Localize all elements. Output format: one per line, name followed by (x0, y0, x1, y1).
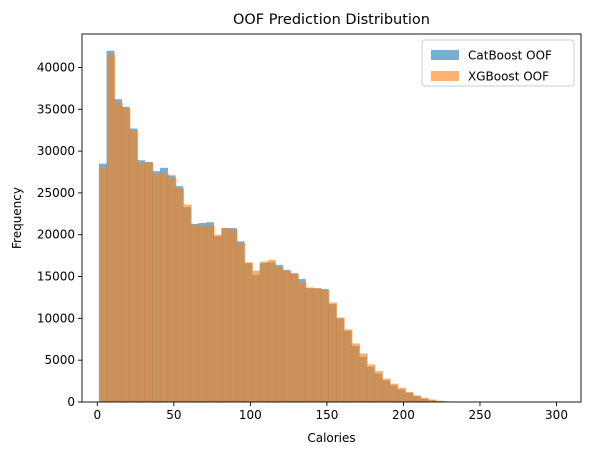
histogram-bar (137, 162, 146, 402)
histogram-bar (183, 204, 192, 402)
histogram-bar (421, 397, 429, 402)
histogram-bar (283, 270, 292, 402)
histogram-bar (336, 317, 345, 402)
x-tick-label: 250 (469, 408, 492, 422)
histogram-bar (298, 282, 307, 402)
histogram-bar (107, 54, 116, 402)
y-axis-title: Frequency (10, 187, 24, 249)
histogram-bar (352, 343, 361, 402)
histogram-bar (367, 364, 376, 402)
histogram-bar (153, 173, 162, 402)
legend-label: XGBoost OOF (468, 70, 549, 84)
histogram-bar (99, 167, 108, 402)
x-tick-label: 100 (239, 408, 262, 422)
histogram-bar (321, 289, 330, 402)
plot-frame (81, 33, 582, 403)
y-tick-label: 10000 (37, 311, 75, 325)
series-1-bars (99, 54, 483, 402)
legend-box (421, 39, 575, 87)
histogram-bar (130, 130, 139, 402)
histogram-bar (214, 234, 223, 402)
histogram-bar (436, 400, 445, 402)
histogram-bar (398, 387, 407, 402)
histogram-bar (199, 225, 208, 402)
histogram-bar (290, 274, 299, 402)
histogram-bar (382, 378, 391, 402)
histogram-bar (267, 259, 276, 402)
legend-swatch (431, 71, 459, 81)
histogram-bar (114, 102, 123, 402)
histogram-bar (237, 243, 246, 402)
histogram-bar (428, 399, 437, 402)
x-tick-label: 200 (392, 408, 415, 422)
histogram-bar (344, 329, 353, 402)
histogram-bar (252, 270, 261, 402)
x-tick-label: 0 (93, 408, 101, 422)
axes-layer: 0 50 100 150 200 250 300 0 5000 10000 15000 20000 25… (37, 33, 582, 422)
y-tick-label: 30000 (37, 144, 75, 158)
bars-layer (98, 50, 483, 403)
x-tick-label: 300 (545, 408, 568, 422)
histogram-bar (329, 302, 338, 402)
histogram-bar (222, 228, 231, 402)
y-tick-label: 0 (67, 395, 75, 409)
legend-swatch (431, 50, 459, 60)
histogram-bar (275, 266, 284, 402)
chart-title: OOF Prediction Distribution (233, 12, 430, 28)
histogram-bar (245, 262, 253, 402)
histogram-bar (122, 108, 131, 402)
histogram-bar (206, 225, 215, 402)
histogram-bar (160, 173, 169, 402)
legend: CatBoost OOF XGBoost OOF (421, 39, 575, 87)
legend-label: CatBoost OOF (468, 49, 552, 63)
x-axis-title: Calories (307, 431, 355, 445)
histogram-bar (168, 177, 177, 402)
histogram-bar (405, 391, 414, 402)
histogram-bar (145, 162, 154, 402)
histogram-bar (306, 287, 315, 402)
histogram-bar (229, 229, 238, 402)
y-tick-label: 35000 (37, 102, 75, 116)
y-tick-label: 25000 (37, 186, 75, 200)
histogram-bar (390, 383, 399, 402)
x-tick-label: 50 (166, 408, 181, 422)
y-tick-label: 15000 (37, 270, 75, 284)
histogram-bar (191, 224, 200, 402)
y-tick-label: 40000 (37, 60, 75, 74)
histogram-bar (176, 188, 185, 402)
histogram-bar (313, 288, 322, 402)
y-tick-label: 20000 (37, 228, 75, 242)
x-tick-label: 150 (315, 408, 338, 422)
y-tick-label: 5000 (44, 353, 75, 367)
histogram-bar (359, 353, 368, 402)
histogram-bar (375, 371, 384, 402)
histogram-bar (260, 261, 269, 402)
histogram-bar (413, 395, 422, 402)
